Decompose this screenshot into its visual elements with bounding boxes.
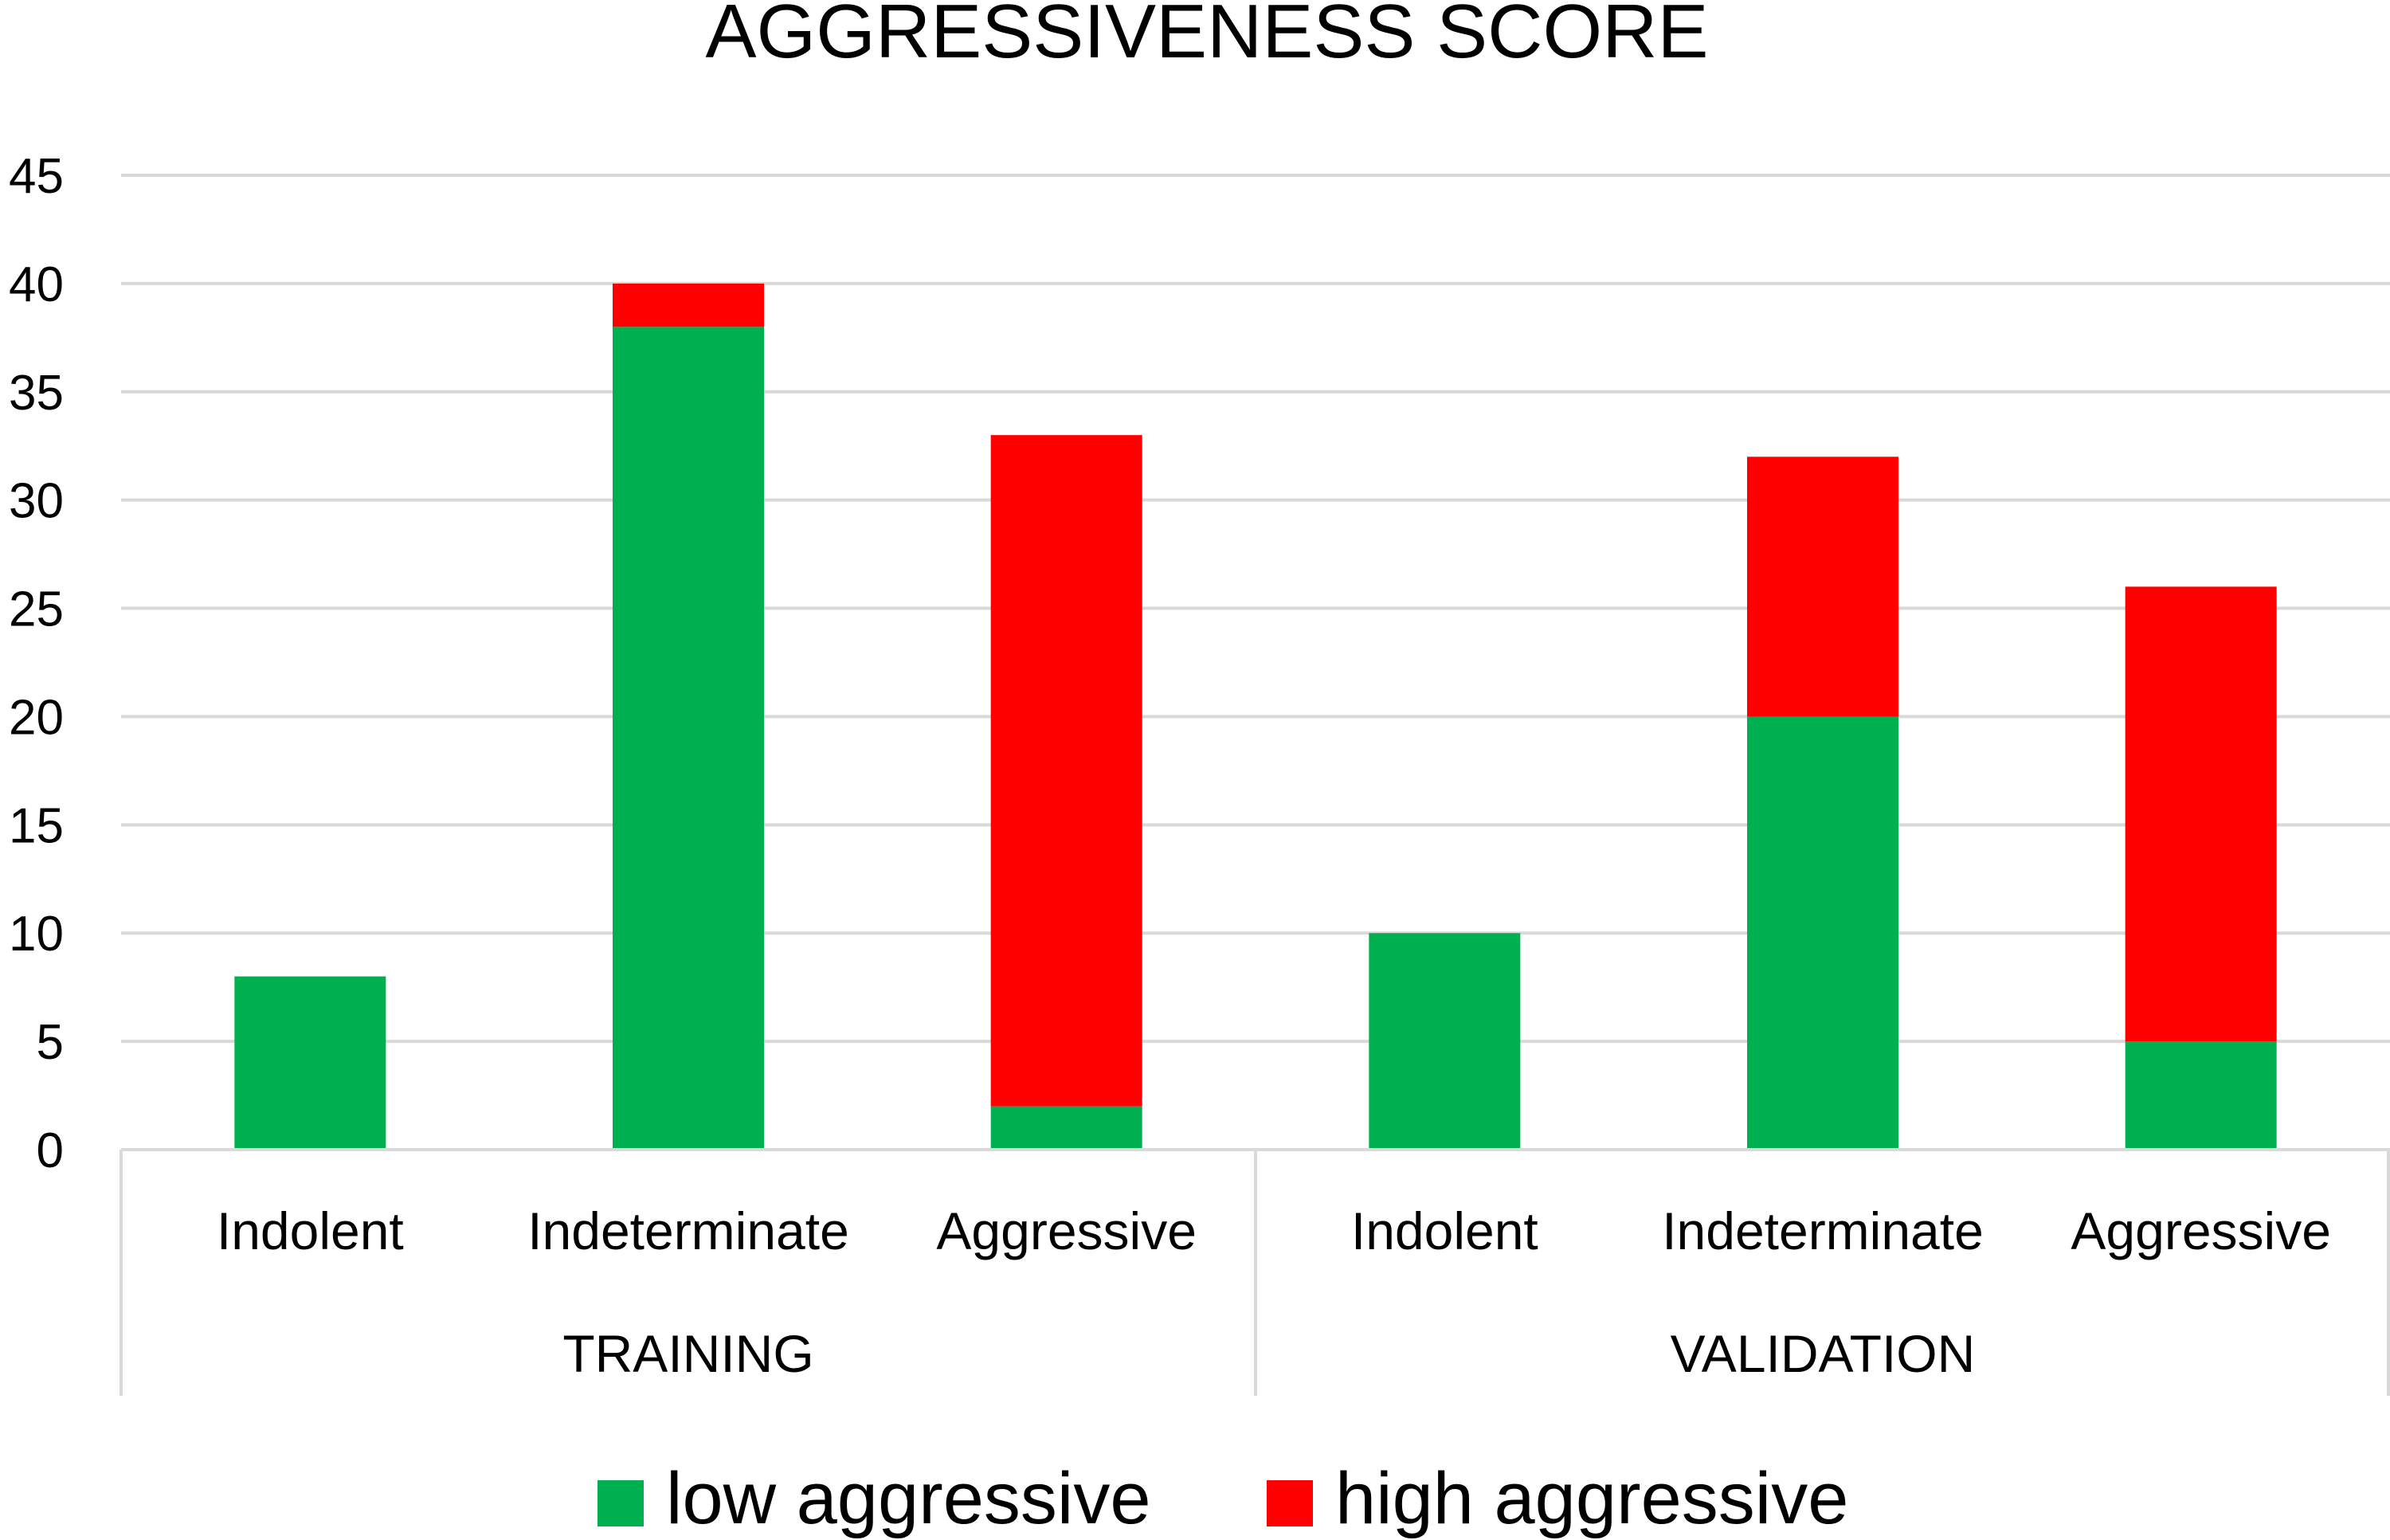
y-tick-label: 20 (9, 690, 64, 745)
bar-low-aggressive-4 (1747, 716, 1898, 1150)
bar-high-aggressive-5 (2125, 586, 2277, 1042)
x-group-label: TRAINING (562, 1324, 813, 1383)
bar-low-aggressive-0 (234, 976, 386, 1150)
bar-low-aggressive-1 (613, 327, 764, 1150)
gridlines (121, 174, 2390, 1044)
bar-low-aggressive-3 (1369, 933, 1521, 1150)
x-group-label: VALIDATION (1671, 1324, 1976, 1383)
y-tick-label: 40 (9, 257, 64, 312)
bar-high-aggressive-2 (990, 435, 1142, 1107)
x-category-label: Indeterminate (1662, 1201, 1984, 1260)
bar-low-aggressive-5 (2125, 1041, 2277, 1150)
chart-title: AGGRESSIVENESS SCORE (705, 0, 1708, 74)
bars (234, 283, 2277, 1150)
y-tick-label: 30 (9, 474, 64, 529)
x-category-label: Indeterminate (527, 1201, 849, 1260)
y-axis-ticks: 0 5 10 15 20 25 30 35 40 45 (9, 149, 64, 1178)
bar-low-aggressive-2 (990, 1106, 1142, 1150)
bar-high-aggressive-1 (613, 283, 764, 327)
y-tick-label: 5 (37, 1015, 64, 1070)
legend-label: low aggressive (666, 1458, 1151, 1539)
y-tick-label: 25 (9, 582, 64, 637)
legend: low aggressive high aggressive (598, 1458, 1848, 1539)
x-category-label: Aggressive (2071, 1201, 2331, 1260)
x-category-label: Indolent (217, 1201, 404, 1260)
legend-label: high aggressive (1335, 1458, 1848, 1539)
x-category-label: Indolent (1351, 1201, 1538, 1260)
y-tick-label: 35 (9, 366, 64, 421)
x-axis: Indolent Indeterminate Aggressive TRAINING I… (120, 1148, 2390, 1396)
y-tick-label: 45 (9, 149, 64, 204)
y-tick-label: 0 (37, 1123, 64, 1178)
legend-swatch-high-aggressive (1267, 1480, 1313, 1526)
legend-swatch-low-aggressive (598, 1480, 644, 1526)
bar-high-aggressive-4 (1747, 457, 1898, 717)
x-category-label: Aggressive (936, 1201, 1197, 1260)
y-tick-label: 10 (9, 907, 64, 962)
y-tick-label: 15 (9, 798, 64, 853)
